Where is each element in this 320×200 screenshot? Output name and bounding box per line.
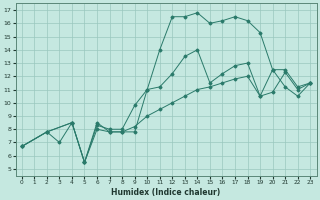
X-axis label: Humidex (Indice chaleur): Humidex (Indice chaleur) — [111, 188, 221, 197]
